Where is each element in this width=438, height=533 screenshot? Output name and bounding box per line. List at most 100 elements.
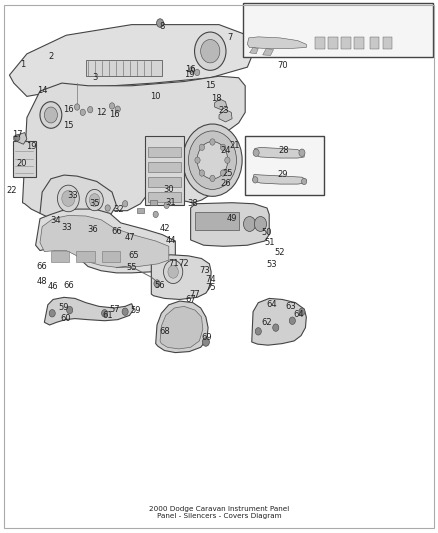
Text: 18: 18 <box>212 94 222 103</box>
Polygon shape <box>14 133 27 144</box>
Circle shape <box>67 306 73 314</box>
Text: 8: 8 <box>159 22 165 31</box>
Text: 71: 71 <box>168 260 178 268</box>
Circle shape <box>122 308 128 316</box>
Polygon shape <box>219 110 232 122</box>
Text: 16: 16 <box>109 110 120 119</box>
Circle shape <box>299 308 305 316</box>
Text: 19: 19 <box>26 142 36 151</box>
Text: 31: 31 <box>166 198 176 207</box>
Circle shape <box>210 139 215 145</box>
Circle shape <box>102 310 108 317</box>
Polygon shape <box>328 37 338 49</box>
Text: 2: 2 <box>48 52 53 61</box>
Text: 66: 66 <box>37 262 48 271</box>
Text: 44: 44 <box>166 237 176 246</box>
Circle shape <box>253 149 259 157</box>
Circle shape <box>301 178 307 184</box>
Circle shape <box>299 149 305 157</box>
Circle shape <box>156 19 163 27</box>
Bar <box>13 141 35 177</box>
Polygon shape <box>40 215 169 268</box>
Polygon shape <box>341 37 351 49</box>
Text: 17: 17 <box>12 130 23 139</box>
Circle shape <box>197 142 228 179</box>
Polygon shape <box>254 148 304 158</box>
Bar <box>245 136 324 195</box>
Polygon shape <box>22 76 245 214</box>
Text: 20: 20 <box>16 159 27 168</box>
Text: 33: 33 <box>61 223 71 232</box>
Circle shape <box>194 69 200 76</box>
Circle shape <box>254 216 267 231</box>
Polygon shape <box>252 298 306 345</box>
Text: 12: 12 <box>96 108 106 117</box>
Polygon shape <box>315 37 325 49</box>
Polygon shape <box>160 306 203 349</box>
Polygon shape <box>40 175 117 224</box>
Circle shape <box>154 280 160 287</box>
Circle shape <box>164 202 169 208</box>
Text: 30: 30 <box>163 185 174 195</box>
Circle shape <box>62 190 75 206</box>
Circle shape <box>89 193 100 206</box>
Text: 7: 7 <box>227 34 233 43</box>
Circle shape <box>253 176 258 183</box>
Circle shape <box>168 265 178 278</box>
Circle shape <box>289 317 295 325</box>
Circle shape <box>110 103 115 109</box>
Text: 59: 59 <box>59 303 69 312</box>
Text: 50: 50 <box>262 228 272 237</box>
Circle shape <box>153 211 158 217</box>
Text: 56: 56 <box>155 281 166 290</box>
Text: 70: 70 <box>277 61 288 70</box>
Circle shape <box>115 106 120 112</box>
Circle shape <box>40 102 62 128</box>
Text: 47: 47 <box>124 233 135 243</box>
Text: 65: 65 <box>128 252 139 260</box>
Bar <box>195 212 239 230</box>
Bar <box>102 251 120 262</box>
Circle shape <box>273 324 279 332</box>
Circle shape <box>188 131 237 189</box>
Circle shape <box>210 175 215 182</box>
Circle shape <box>88 107 93 113</box>
Circle shape <box>44 107 57 123</box>
Text: 1: 1 <box>20 60 25 69</box>
Bar <box>51 251 69 262</box>
Circle shape <box>14 135 20 141</box>
Text: 69: 69 <box>201 333 212 342</box>
Polygon shape <box>215 99 227 110</box>
Text: 67: 67 <box>185 295 196 304</box>
Polygon shape <box>151 255 211 300</box>
Text: 75: 75 <box>205 283 215 292</box>
Text: 22: 22 <box>7 186 17 195</box>
Text: 10: 10 <box>150 92 161 101</box>
Text: 52: 52 <box>274 248 285 257</box>
Circle shape <box>225 157 230 164</box>
Polygon shape <box>44 297 134 325</box>
Text: 24: 24 <box>220 146 231 155</box>
Text: 19: 19 <box>184 70 195 78</box>
Circle shape <box>220 144 226 150</box>
Circle shape <box>86 189 103 211</box>
Text: 64: 64 <box>266 300 277 309</box>
Text: 29: 29 <box>277 170 288 179</box>
Bar <box>148 192 181 201</box>
Circle shape <box>194 32 226 70</box>
Circle shape <box>195 157 200 164</box>
Text: 35: 35 <box>89 199 100 208</box>
Text: 38: 38 <box>187 199 198 208</box>
Text: 53: 53 <box>266 261 277 269</box>
Text: 61: 61 <box>102 311 113 320</box>
Circle shape <box>220 170 226 176</box>
Polygon shape <box>250 47 258 54</box>
Bar <box>145 136 184 205</box>
Text: 28: 28 <box>278 146 289 155</box>
Polygon shape <box>191 203 269 246</box>
Text: 73: 73 <box>200 266 210 275</box>
Circle shape <box>244 216 256 231</box>
Text: 2000 Dodge Caravan Instrument Panel
Panel - Silencers - Covers Diagram: 2000 Dodge Caravan Instrument Panel Pane… <box>149 506 289 519</box>
Circle shape <box>199 170 205 176</box>
Text: 77: 77 <box>190 289 200 298</box>
